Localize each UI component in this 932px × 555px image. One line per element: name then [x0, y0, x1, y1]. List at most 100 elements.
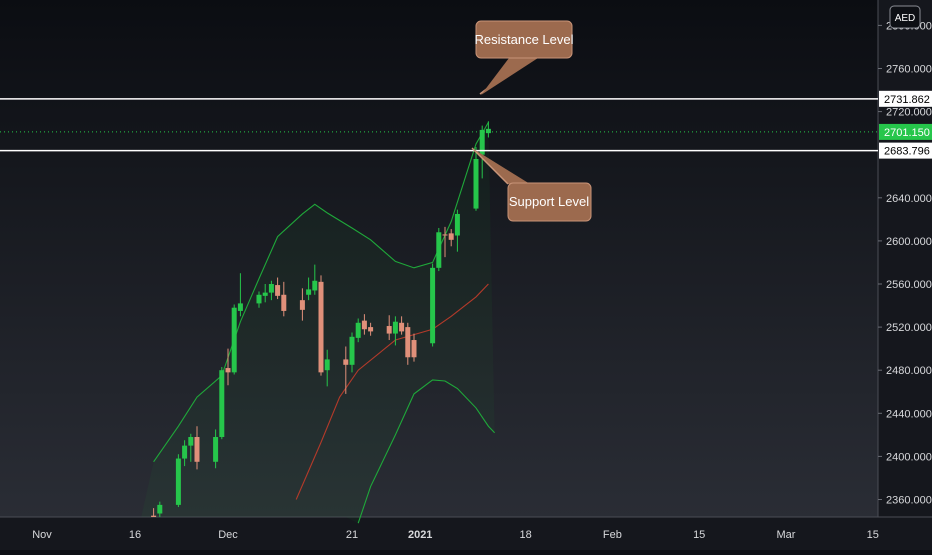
- candle-body: [213, 437, 219, 462]
- candle[interactable]: [213, 429, 219, 469]
- candle[interactable]: [225, 348, 231, 386]
- candle[interactable]: [349, 332, 355, 373]
- candle[interactable]: [175, 454, 181, 508]
- candle[interactable]: [405, 322, 411, 365]
- candle-body: [256, 294, 262, 304]
- candle[interactable]: [368, 322, 374, 336]
- x-tick-label: 15: [693, 529, 705, 541]
- resistance-callout-box: [475, 20, 573, 59]
- candle[interactable]: [299, 288, 305, 321]
- time-axis-background: [0, 517, 932, 550]
- x-tick-label: Nov: [32, 529, 52, 541]
- candle-body: [454, 213, 460, 236]
- candle[interactable]: [392, 316, 398, 346]
- candle[interactable]: [151, 508, 157, 517]
- candle-body: [473, 159, 479, 209]
- x-tick-label: Dec: [218, 529, 238, 541]
- candle-body: [182, 445, 188, 459]
- resistance-price-label: 2731.862: [884, 94, 930, 106]
- x-tick-label: Feb: [603, 529, 622, 541]
- candle-body: [392, 321, 398, 334]
- candle[interactable]: [281, 281, 287, 317]
- candle-body: [399, 322, 405, 332]
- candle[interactable]: [324, 349, 330, 387]
- price-axis-background: [878, 0, 932, 517]
- candle[interactable]: [268, 280, 274, 301]
- candle-body: [175, 458, 181, 505]
- candle-body: [194, 437, 200, 462]
- y-tick-label: 2480.000: [886, 365, 932, 377]
- candle[interactable]: [256, 291, 262, 308]
- candle[interactable]: [306, 277, 312, 301]
- candle-body: [312, 280, 318, 291]
- support-pointer-tail: [472, 148, 530, 184]
- candle[interactable]: [312, 264, 318, 295]
- candle-body: [225, 368, 231, 373]
- candle[interactable]: [442, 226, 448, 258]
- last-price-label-box: [879, 123, 932, 140]
- x-tick-label: 15: [867, 529, 879, 541]
- support-pointer: [471, 147, 509, 185]
- y-tick-label: 2760.000: [886, 64, 932, 76]
- currency-badge[interactable]: AED: [889, 5, 921, 29]
- candle[interactable]: [231, 304, 237, 375]
- candle[interactable]: [485, 121, 491, 138]
- candle-body: [405, 327, 411, 358]
- currency-badge-text: AED: [895, 13, 916, 24]
- candle[interactable]: [182, 440, 188, 467]
- currency-badge-box[interactable]: [889, 5, 921, 29]
- candle-body: [411, 340, 417, 358]
- candle-body: [231, 307, 237, 373]
- candle-body: [479, 129, 485, 155]
- last-price-label: 2701.150: [884, 127, 930, 139]
- y-tick-label: 2600.000: [886, 236, 932, 248]
- support-callout-text: Support Level: [509, 194, 589, 209]
- candle[interactable]: [262, 284, 268, 303]
- candle[interactable]: [194, 426, 200, 470]
- candle-body: [343, 359, 349, 365]
- support-price-label: 2683.796: [884, 146, 930, 158]
- candle[interactable]: [188, 433, 194, 462]
- candle[interactable]: [454, 209, 460, 252]
- candle-body: [299, 300, 305, 310]
- y-tick-label: 2720.000: [886, 107, 932, 119]
- candle-body: [151, 515, 157, 517]
- candle-body: [442, 234, 448, 236]
- candle-body: [268, 284, 274, 293]
- resistance-pointer-tail: [481, 58, 538, 95]
- candle-body: [485, 128, 491, 134]
- resistance-callout-text: Resistance Level: [475, 32, 574, 47]
- candle[interactable]: [448, 229, 454, 247]
- candle[interactable]: [473, 147, 479, 211]
- bollinger-lower-line: [357, 379, 495, 524]
- x-tick-label: 21: [346, 529, 358, 541]
- candle-body: [262, 292, 268, 296]
- candle-body: [386, 326, 392, 334]
- candle[interactable]: [361, 314, 367, 335]
- candle[interactable]: [355, 318, 361, 343]
- candle[interactable]: [436, 227, 442, 272]
- candle-body: [355, 322, 361, 338]
- candle[interactable]: [411, 333, 417, 362]
- support-callout: Support Level: [471, 147, 592, 222]
- candle-body: [318, 281, 324, 373]
- candle[interactable]: [237, 273, 243, 317]
- candle[interactable]: [386, 315, 392, 341]
- x-tick-label: Mar: [777, 529, 796, 541]
- candle-body: [219, 370, 225, 438]
- candle-body: [157, 504, 163, 514]
- candle[interactable]: [219, 366, 225, 440]
- candle[interactable]: [399, 316, 405, 335]
- candle[interactable]: [157, 501, 163, 517]
- candle-body: [281, 294, 287, 311]
- candle[interactable]: [430, 263, 436, 347]
- candle-body: [436, 232, 442, 268]
- candle[interactable]: [275, 277, 281, 300]
- candle[interactable]: [343, 346, 349, 394]
- candle-body: [306, 289, 312, 295]
- y-tick-label: 2400.000: [886, 451, 932, 463]
- candle[interactable]: [479, 125, 485, 179]
- candle[interactable]: [318, 275, 324, 376]
